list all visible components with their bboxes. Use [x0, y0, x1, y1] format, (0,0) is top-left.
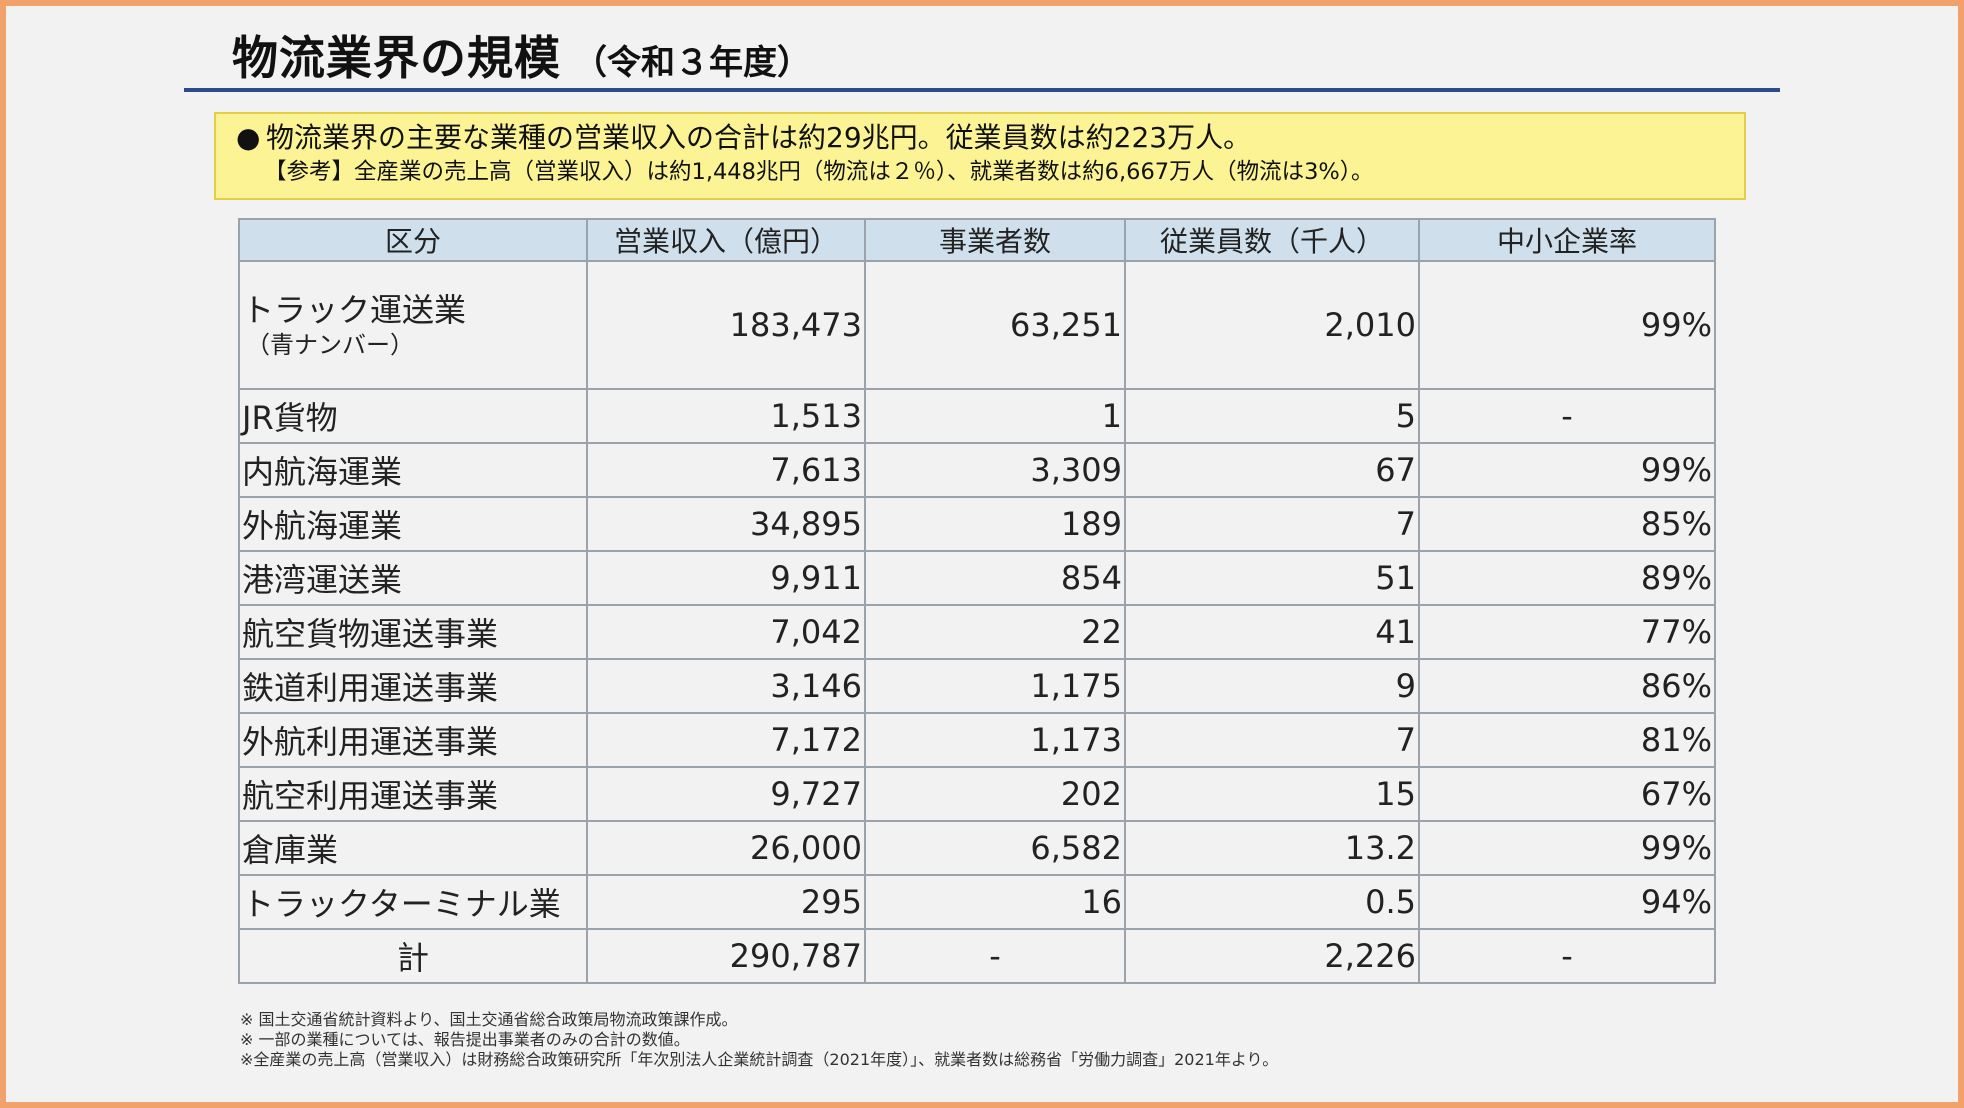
row-label: 外航海運業	[238, 496, 588, 552]
cell-employees: 7	[1124, 712, 1420, 768]
title-sub: （令和３年度）	[573, 43, 811, 83]
cell-sme-rate: 85%	[1418, 496, 1716, 552]
slide: 物流業界の規模 （令和３年度） ● 物流業界の主要な業種の営業収入の合計は約29兆…	[6, 6, 1958, 1102]
cell-revenue: 7,042	[586, 604, 866, 660]
row-label: トラック運送業 （青ナンバー）	[238, 260, 588, 390]
total-operators: -	[864, 928, 1126, 984]
cell-employees: 5	[1124, 388, 1420, 444]
cell-employees: 9	[1124, 658, 1420, 714]
cell-employees: 51	[1124, 550, 1420, 606]
title-main: 物流業界の規模	[232, 31, 561, 85]
row-label: 航空貨物運送事業	[238, 604, 588, 660]
table-row: 外航海運業 34,895 189 7 85%	[238, 496, 1716, 552]
cell-sme-rate: 99%	[1418, 820, 1716, 876]
cell-employees: 41	[1124, 604, 1420, 660]
table-header-row: 区分 営業収入（億円） 事業者数 従業員数（千人） 中小企業率	[238, 218, 1716, 262]
header-revenue: 営業収入（億円）	[586, 218, 866, 262]
cell-revenue: 7,613	[586, 442, 866, 498]
table-row: 倉庫業 26,000 6,582 13.2 99%	[238, 820, 1716, 876]
summary-main-text: 物流業界の主要な業種の営業収入の合計は約29兆円。従業員数は約223万人。	[266, 121, 1252, 154]
table-row: トラックターミナル業 295 16 0.5 94%	[238, 874, 1716, 930]
cell-revenue: 1,513	[586, 388, 866, 444]
row-label: トラックターミナル業	[238, 874, 588, 930]
table-row: トラック運送業 （青ナンバー） 183,473 63,251 2,010 99%	[238, 260, 1716, 390]
table-row: 航空貨物運送事業 7,042 22 41 77%	[238, 604, 1716, 660]
cell-sme-rate: 81%	[1418, 712, 1716, 768]
cell-employees: 0.5	[1124, 874, 1420, 930]
cell-operators: 3,309	[864, 442, 1126, 498]
footnote: ※ 国土交通省統計資料より、国土交通省総合政策局物流政策課作成。	[240, 1010, 738, 1029]
row-label-sub: （青ナンバー）	[246, 331, 414, 359]
cell-revenue: 9,727	[586, 766, 866, 822]
table-row: 航空利用運送事業 9,727 202 15 67%	[238, 766, 1716, 822]
cell-revenue: 7,172	[586, 712, 866, 768]
row-label: 内航海運業	[238, 442, 588, 498]
cell-employees: 7	[1124, 496, 1420, 552]
cell-sme-rate: 86%	[1418, 658, 1716, 714]
table-row: 内航海運業 7,613 3,309 67 99%	[238, 442, 1716, 498]
cell-operators: 63,251	[864, 260, 1126, 390]
summary-box: ● 物流業界の主要な業種の営業収入の合計は約29兆円。従業員数は約223万人。 【…	[214, 112, 1746, 200]
cell-operators: 22	[864, 604, 1126, 660]
cell-revenue: 9,911	[586, 550, 866, 606]
cell-operators: 189	[864, 496, 1126, 552]
cell-revenue: 183,473	[586, 260, 866, 390]
cell-operators: 854	[864, 550, 1126, 606]
cell-employees: 2,010	[1124, 260, 1420, 390]
table-total-row: 計 290,787 - 2,226 -	[238, 928, 1716, 984]
total-sme-rate: -	[1418, 928, 1716, 984]
cell-sme-rate: 94%	[1418, 874, 1716, 930]
table-row: 港湾運送業 9,911 854 51 89%	[238, 550, 1716, 606]
table-row: 鉄道利用運送事業 3,146 1,175 9 86%	[238, 658, 1716, 714]
cell-sme-rate: 89%	[1418, 550, 1716, 606]
header-sme-rate: 中小企業率	[1418, 218, 1716, 262]
row-label: 航空利用運送事業	[238, 766, 588, 822]
cell-revenue: 26,000	[586, 820, 866, 876]
logistics-table: 区分 営業収入（億円） 事業者数 従業員数（千人） 中小企業率 トラック運送業 …	[238, 218, 1716, 984]
cell-employees: 15	[1124, 766, 1420, 822]
row-label: 鉄道利用運送事業	[238, 658, 588, 714]
header-category: 区分	[238, 218, 588, 262]
total-revenue: 290,787	[586, 928, 866, 984]
cell-revenue: 295	[586, 874, 866, 930]
row-label: JR貨物	[238, 388, 588, 444]
cell-operators: 1,175	[864, 658, 1126, 714]
cell-revenue: 3,146	[586, 658, 866, 714]
row-label: 港湾運送業	[238, 550, 588, 606]
cell-operators: 1	[864, 388, 1126, 444]
cell-sme-rate: -	[1418, 388, 1716, 444]
cell-employees: 67	[1124, 442, 1420, 498]
cell-operators: 202	[864, 766, 1126, 822]
row-label-main: トラック運送業	[242, 291, 467, 329]
cell-sme-rate: 99%	[1418, 260, 1716, 390]
cell-operators: 1,173	[864, 712, 1126, 768]
total-label: 計	[238, 928, 588, 984]
footnote: ※全産業の売上高（営業収入）は財務総合政策研究所「年次別法人企業統計調査（202…	[240, 1050, 1279, 1069]
footnotes: ※ 国土交通省統計資料より、国土交通省総合政策局物流政策課作成。 ※ 一部の業種…	[240, 1010, 1278, 1070]
total-employees: 2,226	[1124, 928, 1420, 984]
row-label: 倉庫業	[238, 820, 588, 876]
cell-sme-rate: 77%	[1418, 604, 1716, 660]
summary-reference: 【参考】全産業の売上高（営業収入）は約1,448兆円（物流は２％）、就業者数は約…	[264, 159, 1374, 185]
page-title: 物流業界の規模 （令和３年度）	[232, 22, 811, 92]
footnote: ※ 一部の業種については、報告提出事業者のみの合計の数値。	[240, 1030, 690, 1049]
row-label: 外航利用運送事業	[238, 712, 588, 768]
summary-main: ● 物流業界の主要な業種の営業収入の合計は約29兆円。従業員数は約223万人。	[236, 120, 1724, 156]
cell-sme-rate: 67%	[1418, 766, 1716, 822]
cell-revenue: 34,895	[586, 496, 866, 552]
cell-operators: 16	[864, 874, 1126, 930]
title-divider	[184, 88, 1780, 92]
bullet-icon: ●	[236, 121, 261, 154]
table-row: JR貨物 1,513 1 5 -	[238, 388, 1716, 444]
table-row: 外航利用運送事業 7,172 1,173 7 81%	[238, 712, 1716, 768]
header-employees: 従業員数（千人）	[1124, 218, 1420, 262]
header-operators: 事業者数	[864, 218, 1126, 262]
cell-employees: 13.2	[1124, 820, 1420, 876]
cell-operators: 6,582	[864, 820, 1126, 876]
cell-sme-rate: 99%	[1418, 442, 1716, 498]
